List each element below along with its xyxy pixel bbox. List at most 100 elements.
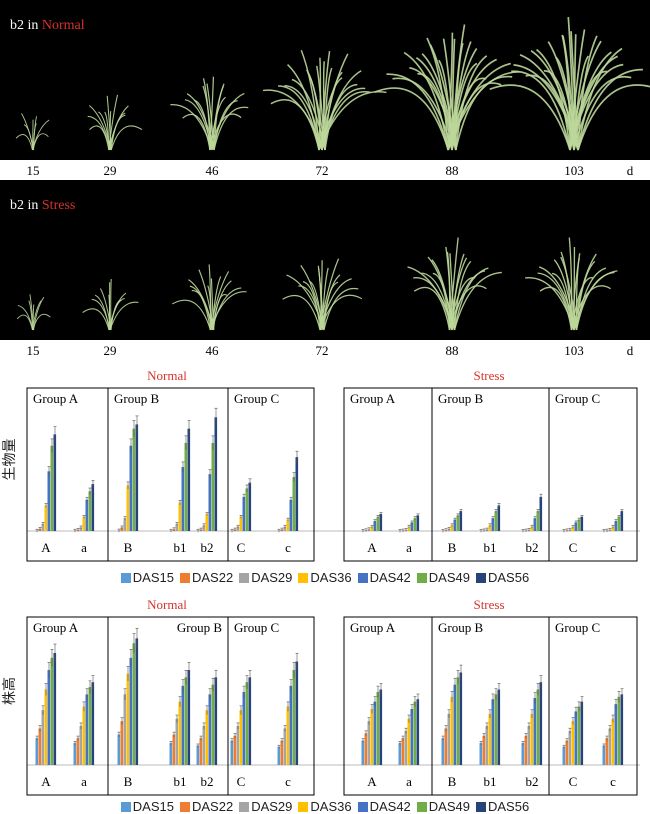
bar xyxy=(212,443,215,531)
legend-item: DAS49 xyxy=(417,570,470,585)
category-label: b2 xyxy=(526,540,539,555)
bar xyxy=(495,694,498,765)
bar xyxy=(89,491,92,531)
bar xyxy=(45,690,48,765)
group-label: Group A xyxy=(350,620,396,635)
legend-swatch xyxy=(239,802,249,812)
bar xyxy=(284,728,287,765)
legend-label: DAS49 xyxy=(429,570,470,585)
bar xyxy=(176,719,179,765)
bar xyxy=(179,702,182,765)
bar xyxy=(89,687,92,765)
bar xyxy=(77,738,80,765)
bar xyxy=(86,694,89,765)
bar xyxy=(414,518,417,531)
bar xyxy=(417,515,420,531)
bar xyxy=(188,429,191,531)
bar xyxy=(237,726,240,765)
legend-item: DAS15 xyxy=(121,570,174,585)
bar xyxy=(293,670,296,765)
legend-item: DAS42 xyxy=(358,570,411,585)
legend-label: DAS56 xyxy=(488,570,529,585)
bar xyxy=(281,741,284,765)
category-label: c xyxy=(610,774,616,789)
bar xyxy=(609,728,612,765)
legend-swatch xyxy=(180,802,190,812)
legend-item: DAS36 xyxy=(298,570,351,585)
category-label: a xyxy=(406,774,412,789)
legend-label: DAS22 xyxy=(192,570,233,585)
bar xyxy=(182,686,185,765)
category-label: C xyxy=(569,540,578,555)
bar xyxy=(606,738,609,765)
legend-item: DAS56 xyxy=(476,799,529,814)
bar xyxy=(293,477,296,531)
panel-title: Stress xyxy=(473,597,504,612)
bar xyxy=(569,731,572,765)
bar xyxy=(51,446,54,531)
group-label: Group B xyxy=(438,620,483,635)
bar xyxy=(618,517,621,531)
category-label: b1 xyxy=(174,774,187,789)
group-label: Group C xyxy=(234,620,279,635)
bar xyxy=(182,467,185,531)
bar xyxy=(399,743,402,765)
category-label: b2 xyxy=(526,774,539,789)
bar xyxy=(185,443,188,531)
legend-swatch xyxy=(298,802,308,812)
y-axis-label: 生物量 xyxy=(2,439,18,481)
bar xyxy=(498,690,501,765)
bar xyxy=(498,505,501,531)
legend-label: DAS15 xyxy=(133,799,174,814)
bar xyxy=(54,434,57,531)
panel-frame xyxy=(27,617,314,795)
legend-label: DAS36 xyxy=(310,799,351,814)
bar xyxy=(249,677,252,765)
category-label: C xyxy=(237,540,246,555)
legend-label: DAS56 xyxy=(488,799,529,814)
category-label: b2 xyxy=(201,774,214,789)
category-label: c xyxy=(610,540,616,555)
bar xyxy=(83,707,86,765)
category-label: B xyxy=(448,774,457,789)
bar xyxy=(377,517,380,531)
bar xyxy=(51,658,54,765)
group-label: Group A xyxy=(33,620,79,635)
bar xyxy=(209,474,212,531)
bar xyxy=(173,735,176,765)
category-label: c xyxy=(285,540,291,555)
category-label: a xyxy=(81,540,87,555)
category-label: A xyxy=(41,540,51,555)
bar xyxy=(54,653,57,765)
group-label: Group A xyxy=(33,391,79,406)
category-label: c xyxy=(285,774,291,789)
category-label: a xyxy=(406,540,412,555)
bar xyxy=(215,417,218,531)
bar xyxy=(80,726,83,765)
bar xyxy=(296,662,299,765)
legend-swatch xyxy=(476,802,486,812)
bar xyxy=(203,726,206,765)
legend-label: DAS42 xyxy=(370,570,411,585)
bar xyxy=(621,511,624,531)
bar xyxy=(92,484,95,531)
bar xyxy=(362,741,365,765)
legend-item: DAS29 xyxy=(239,570,292,585)
bar xyxy=(133,429,136,531)
category-label: C xyxy=(569,774,578,789)
panel-title: Stress xyxy=(473,368,504,383)
bar xyxy=(534,518,537,531)
legend-label: DAS29 xyxy=(251,570,292,585)
legend-label: DAS36 xyxy=(310,570,351,585)
bar xyxy=(581,702,584,765)
bar xyxy=(246,488,249,531)
bar xyxy=(133,643,136,765)
legend-item: DAS15 xyxy=(121,799,174,814)
bar xyxy=(492,699,495,765)
legend-swatch xyxy=(358,802,368,812)
bar xyxy=(621,694,624,765)
bar xyxy=(537,690,540,765)
bar xyxy=(136,424,139,531)
